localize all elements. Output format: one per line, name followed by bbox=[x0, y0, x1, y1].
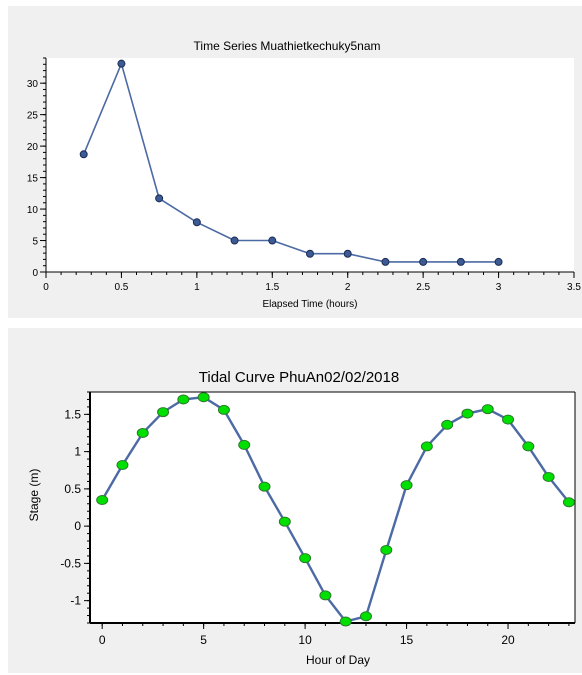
plot-area bbox=[90, 392, 575, 623]
chart-title: Tidal Curve PhuAn02/02/2018 bbox=[199, 369, 399, 386]
data-point bbox=[192, 218, 201, 227]
chart-panel-time-series: Time Series Muathietkechuky5nam 0 0.5 1 1.5… bbox=[8, 6, 582, 318]
data-point bbox=[359, 611, 372, 622]
data-point bbox=[380, 544, 393, 555]
y-tick-label: 5 bbox=[32, 237, 38, 248]
plot-area bbox=[46, 58, 574, 272]
data-point bbox=[116, 460, 129, 471]
data-point bbox=[136, 427, 149, 438]
x-tick-label: 5 bbox=[200, 633, 207, 647]
data-point bbox=[461, 408, 474, 419]
y-axis-label: Stage (m) bbox=[27, 469, 41, 522]
data-point bbox=[542, 471, 555, 482]
data-point bbox=[79, 150, 88, 159]
x-tick-label: 0 bbox=[43, 282, 49, 293]
data-point bbox=[238, 439, 251, 450]
y-tick-label: 0 bbox=[74, 519, 81, 533]
y-tick-label: -0.5 bbox=[60, 556, 81, 570]
x-tick-label: 1.5 bbox=[265, 282, 279, 293]
y-tick-label: 0.5 bbox=[64, 482, 81, 496]
data-point bbox=[117, 59, 126, 68]
data-point bbox=[481, 404, 494, 415]
y-tick-label: 30 bbox=[27, 79, 39, 90]
data-point bbox=[502, 414, 515, 425]
tidal-curve-chart: Tidal Curve PhuAn02/02/2018 0 5 10 15 20-1-0… bbox=[27, 369, 576, 667]
data-point bbox=[177, 394, 190, 405]
data-point bbox=[278, 516, 291, 527]
y-tick-label: 1 bbox=[74, 445, 81, 459]
data-point bbox=[197, 392, 210, 403]
data-point bbox=[230, 236, 239, 245]
data-point bbox=[217, 404, 230, 415]
data-point bbox=[96, 495, 109, 506]
data-point bbox=[419, 257, 428, 266]
chart-panel-tidal-curve: Tidal Curve PhuAn02/02/2018 0 5 10 15 20 -1 -0… bbox=[8, 328, 582, 673]
data-point bbox=[441, 419, 454, 430]
x-tick-label: 3.5 bbox=[567, 282, 581, 293]
data-point bbox=[562, 497, 575, 508]
y-tick-label: 10 bbox=[27, 205, 39, 216]
x-tick-label: 0 bbox=[99, 633, 106, 647]
x-tick-label: 20 bbox=[501, 633, 515, 647]
time-series-chart: Time Series Muathietkechuky5nam 0 0.5 1 1.5… bbox=[27, 39, 582, 310]
x-axis-label: Elapsed Time (hours) bbox=[262, 299, 357, 310]
data-point bbox=[319, 590, 332, 601]
x-tick-label: 2 bbox=[345, 282, 351, 293]
x-tick-label: 10 bbox=[298, 633, 312, 647]
data-point bbox=[420, 441, 433, 452]
y-tick-label: 20 bbox=[27, 142, 39, 153]
series-line bbox=[82, 62, 499, 263]
data-point bbox=[157, 407, 170, 418]
data-point bbox=[456, 257, 465, 266]
x-tick-label: 15 bbox=[400, 633, 414, 647]
y-tick-label: -1 bbox=[70, 594, 81, 608]
data-point bbox=[155, 194, 164, 203]
data-point bbox=[306, 249, 314, 258]
x-tick-label: 0.5 bbox=[114, 282, 128, 293]
data-point bbox=[494, 257, 503, 266]
y-tick-label: 25 bbox=[27, 111, 39, 122]
y-tick-label: 1.5 bbox=[64, 407, 81, 421]
data-point bbox=[258, 481, 271, 492]
data-point bbox=[522, 441, 535, 452]
y-tick-label: 0 bbox=[32, 268, 38, 279]
data-point bbox=[299, 553, 312, 564]
data-point bbox=[343, 249, 352, 258]
y-tick-label: 15 bbox=[27, 174, 39, 185]
x-tick-label: 2.5 bbox=[416, 282, 430, 293]
data-point bbox=[400, 480, 413, 491]
x-tick-label: 3 bbox=[496, 282, 502, 293]
x-axis-label: Hour of Day bbox=[306, 653, 370, 667]
data-point bbox=[339, 616, 352, 627]
data-point bbox=[381, 257, 390, 266]
chart-title: Time Series Muathietkechuky5nam bbox=[194, 39, 381, 53]
data-point bbox=[268, 236, 277, 245]
x-tick-label: 1 bbox=[194, 282, 200, 293]
